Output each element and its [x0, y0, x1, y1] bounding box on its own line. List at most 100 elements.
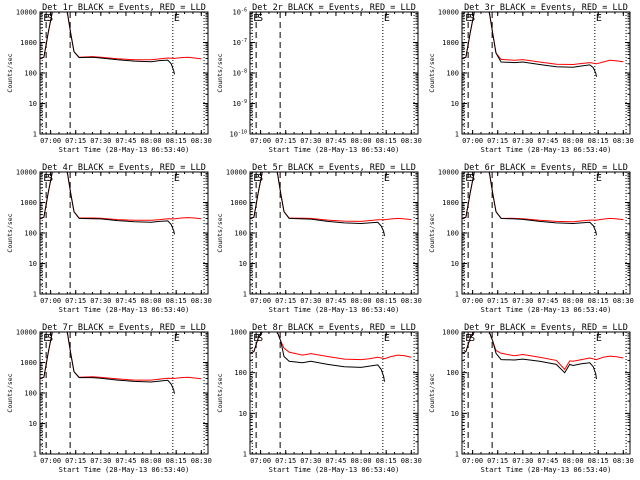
x-tick-label: 07:15	[65, 297, 86, 305]
y-tick-label: 1000	[442, 199, 459, 207]
x-axis-label: Start Time (28-May-13 06:53:40)	[59, 466, 190, 474]
series-line-lld	[462, 12, 624, 66]
series-line-events	[462, 172, 597, 236]
panel-det-7: Det 7r BLACK = Events, RED = LLD Counts/s…	[6, 323, 212, 474]
x-tick-label: 07:30	[512, 137, 533, 145]
panel-title: Det 2r BLACK = Events, RED = LLD	[252, 3, 416, 13]
y-tick-label: 100	[24, 70, 37, 78]
panel-title: Det 3r BLACK = Events, RED = LLD	[464, 3, 628, 13]
x-tick-label: 07:15	[487, 457, 508, 465]
x-tick-label: 07:00	[250, 297, 271, 305]
x-tick-label: 08:30	[613, 457, 634, 465]
series-line-lld	[462, 172, 624, 223]
plot-frame	[461, 171, 631, 295]
series-group	[40, 12, 202, 75]
y-tick-label: 1	[455, 451, 459, 459]
x-tick-label: 08:15	[376, 137, 397, 145]
series-group	[40, 172, 202, 235]
plot-frame	[461, 331, 631, 455]
x-tick-label: 08:30	[401, 137, 422, 145]
marker-label: E	[43, 173, 49, 184]
series-line-events	[250, 172, 385, 237]
plot-frame	[249, 11, 419, 135]
x-tick-label: 07:00	[462, 137, 483, 145]
x-tick-label: 08:15	[166, 297, 187, 305]
x-tick-label: 07:45	[325, 457, 346, 465]
y-axis-label: Counts/sec	[216, 213, 224, 252]
panel-det-2: Det 2r BLACK = Events, RED = LLD Counts/s…	[216, 3, 422, 154]
marker-label: E	[384, 13, 390, 24]
x-tick-label: 08:30	[401, 297, 422, 305]
y-tick-label: 10-10	[230, 130, 247, 139]
plot-frame	[39, 331, 209, 455]
x-axis-label: Start Time (28-May-13 06:53:40)	[481, 306, 612, 314]
x-tick-label: 08:15	[588, 297, 609, 305]
x-tick-label: 08:00	[141, 457, 162, 465]
y-tick-label: 10000	[438, 169, 459, 177]
y-tick-label: 1	[33, 131, 37, 139]
x-tick-label: 07:30	[90, 137, 111, 145]
marker-label: E	[384, 333, 390, 344]
y-tick-label: 10000	[438, 9, 459, 17]
y-tick-label: 10	[29, 420, 37, 428]
x-tick-label: 08:30	[191, 297, 212, 305]
y-tick-label: 100	[446, 369, 459, 377]
panel-title: Det 1r BLACK = Events, RED = LLD	[42, 3, 206, 13]
x-tick-label: 08:15	[376, 457, 397, 465]
panel-title: Det 6r BLACK = Events, RED = LLD	[464, 163, 628, 173]
series-line-lld	[250, 332, 412, 361]
y-tick-label: 10-8	[233, 69, 247, 78]
marker-label: S	[47, 333, 53, 344]
y-tick-label: 10	[239, 410, 247, 418]
y-tick-label: 10000	[226, 169, 247, 177]
y-tick-label: 10-9	[233, 99, 247, 108]
series-group	[462, 332, 624, 380]
marker-label: E	[465, 173, 471, 184]
panel-title: Det 5r BLACK = Events, RED = LLD	[252, 163, 416, 173]
x-tick-label: 08:15	[376, 297, 397, 305]
x-axis-label: Start Time (28-May-13 06:53:40)	[59, 146, 190, 154]
y-tick-label: 1	[243, 451, 247, 459]
marker-label: E	[43, 333, 49, 344]
panel-title: Det 8r BLACK = Events, RED = LLD	[252, 323, 416, 333]
x-tick-label: 07:45	[115, 297, 136, 305]
series-line-lld	[40, 12, 202, 61]
marker-label: S	[47, 13, 53, 24]
y-tick-label: 100	[24, 230, 37, 238]
marker-label: E	[596, 13, 602, 24]
y-tick-label: 100	[24, 390, 37, 398]
series-line-events	[40, 12, 175, 75]
x-tick-label: 07:45	[115, 457, 136, 465]
x-tick-label: 07:45	[537, 297, 558, 305]
y-tick-label: 1	[33, 291, 37, 299]
marker-label: S	[469, 13, 475, 24]
y-tick-label: 1	[33, 451, 37, 459]
x-tick-label: 08:15	[166, 137, 187, 145]
series-group	[462, 172, 624, 236]
x-tick-label: 07:30	[512, 297, 533, 305]
panel-det-3: Det 3r BLACK = Events, RED = LLD Counts/s…	[428, 3, 634, 154]
x-tick-label: 07:15	[275, 457, 296, 465]
x-tick-label: 07:30	[90, 457, 111, 465]
marker-label: E	[174, 333, 180, 344]
series-line-lld	[250, 172, 412, 222]
marker-label: E	[174, 13, 180, 24]
y-axis-label: Counts/sec	[6, 53, 14, 92]
plot-frame	[461, 11, 631, 135]
x-tick-label: 07:45	[537, 457, 558, 465]
y-tick-label: 1000	[20, 359, 37, 367]
y-tick-label: 1	[455, 131, 459, 139]
panel-title: Det 7r BLACK = Events, RED = LLD	[42, 323, 206, 333]
plot-frame	[249, 331, 419, 455]
y-tick-label: 10	[451, 100, 459, 108]
x-tick-label: 08:00	[563, 137, 584, 145]
x-tick-label: 07:45	[325, 137, 346, 145]
x-tick-label: 07:00	[462, 457, 483, 465]
series-line-events	[40, 332, 175, 394]
x-tick-label: 07:45	[115, 137, 136, 145]
x-axis-label: Start Time (28-May-13 06:53:40)	[481, 146, 612, 154]
x-tick-label: 07:00	[462, 297, 483, 305]
y-tick-label: 100	[234, 369, 247, 377]
x-tick-label: 08:15	[588, 137, 609, 145]
